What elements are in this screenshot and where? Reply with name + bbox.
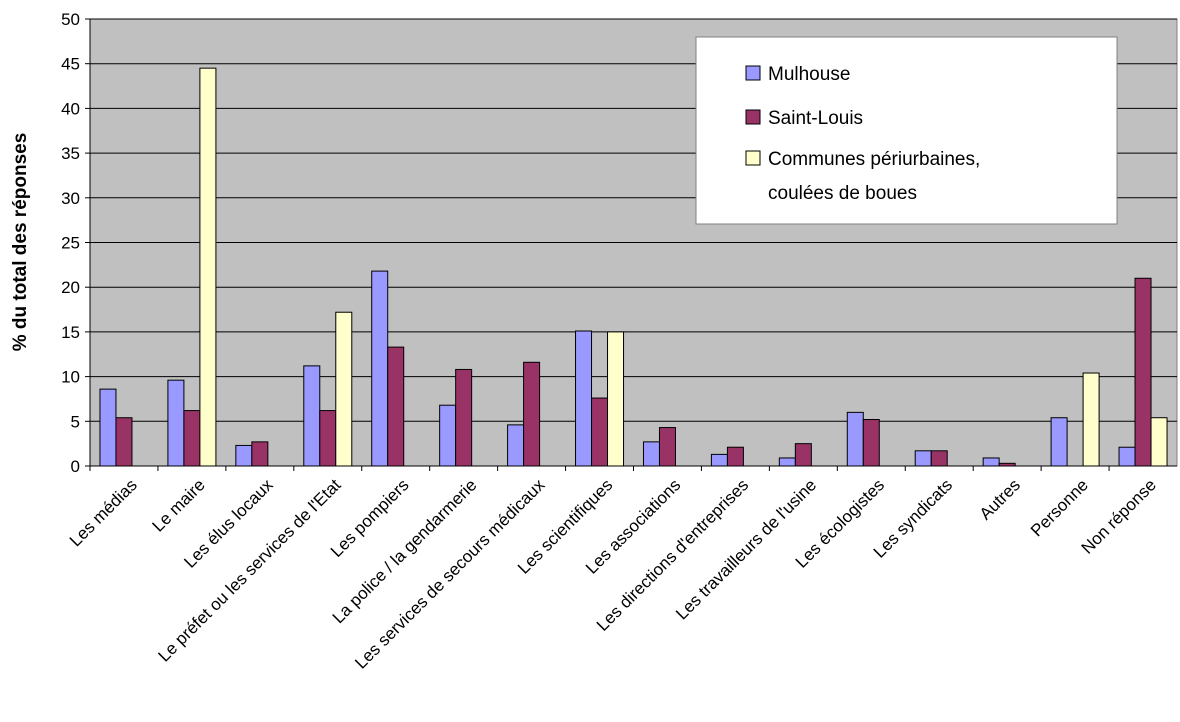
- y-tick-label: 20: [61, 278, 80, 297]
- bar-mulhouse-15: [1118, 446, 1136, 467]
- y-tick-label: 50: [61, 10, 80, 29]
- y-tick-label: 45: [61, 55, 80, 74]
- bar-saint-louis-9: [726, 446, 744, 467]
- bar-mulhouse-7: [575, 330, 593, 467]
- bar-mulhouse-6: [507, 424, 525, 467]
- bar-saint-louis-3: [319, 410, 337, 467]
- bar-communes-14: [1082, 372, 1100, 467]
- y-tick-label: 0: [71, 457, 80, 476]
- bar-communes-15: [1150, 417, 1168, 467]
- y-tick-label: 10: [61, 368, 80, 387]
- bar-mulhouse-0: [99, 388, 117, 467]
- y-axis-ticks: 0 5 10 15 20 25 30 35 40 45 50: [61, 10, 90, 476]
- bar-saint-louis-4: [387, 346, 405, 467]
- y-tick-label: 5: [71, 412, 80, 431]
- bar-mulhouse-9: [710, 453, 728, 467]
- legend: Mulhouse Saint-Louis Communes périurbaines…: [695, 36, 1118, 225]
- bar-mulhouse-10: [778, 457, 796, 467]
- bar-saint-louis-5: [455, 368, 473, 467]
- bar-mulhouse-1: [167, 379, 185, 467]
- bar-mulhouse-2: [235, 444, 253, 467]
- bar-mulhouse-8: [642, 441, 660, 467]
- y-tick-label: 15: [61, 323, 80, 342]
- bar-saint-louis-6: [523, 361, 541, 467]
- y-tick-label: 25: [61, 234, 80, 253]
- category-label: Les médias: [66, 475, 141, 550]
- y-tick-label: 40: [61, 99, 80, 118]
- bar-saint-louis-11: [862, 419, 880, 467]
- bar-saint-louis-0: [115, 417, 133, 467]
- y-tick-label: 30: [61, 189, 80, 208]
- y-axis-title: % du total des réponses: [10, 133, 31, 352]
- bars: [89, 67, 1168, 471]
- legend-swatch: [745, 109, 761, 125]
- legend-label: coulées de boues: [768, 183, 917, 204]
- bar-mulhouse-5: [439, 404, 457, 467]
- bar-mulhouse-4: [371, 270, 389, 467]
- bar-saint-louis-1: [183, 410, 201, 467]
- bar-communes-3: [335, 311, 353, 467]
- y-tick-label: 35: [61, 144, 80, 163]
- bar-mulhouse-14: [1050, 417, 1068, 467]
- bar-communes-1: [199, 67, 217, 467]
- bar-mulhouse-12: [914, 450, 932, 467]
- category-label: Le maire: [149, 475, 209, 535]
- bar-saint-louis-15: [1134, 277, 1152, 467]
- category-label: Les travailleurs de l'usine: [672, 475, 820, 623]
- legend-label: Communes périurbaines,: [768, 149, 980, 170]
- bar-saint-louis-8: [658, 427, 676, 467]
- legend-label: Saint-Louis: [768, 108, 863, 129]
- bar-saint-louis-12: [930, 450, 948, 467]
- legend-label: Mulhouse: [768, 64, 850, 85]
- bar-mulhouse-13: [982, 457, 1000, 467]
- bar-saint-louis-2: [251, 441, 269, 467]
- legend-box: [695, 36, 1118, 225]
- legend-swatch: [745, 65, 761, 81]
- bar-saint-louis-7: [591, 397, 609, 467]
- bar-mulhouse-3: [303, 365, 321, 467]
- bar-saint-louis-10: [794, 443, 812, 467]
- bar-mulhouse-11: [846, 411, 864, 467]
- legend-swatch: [745, 150, 761, 166]
- category-label: Personne: [1027, 475, 1092, 540]
- category-label: Autres: [976, 475, 1024, 523]
- bar-communes-7: [607, 331, 625, 467]
